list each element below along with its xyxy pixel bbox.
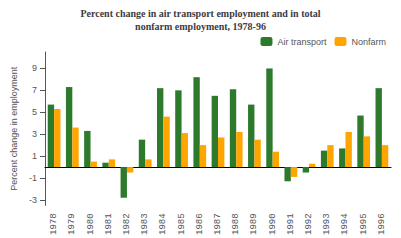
svg-text:1991: 1991 (286, 213, 296, 235)
svg-text:-1: -1 (29, 173, 37, 183)
svg-text:1987: 1987 (213, 213, 223, 235)
svg-text:Percent change in employment: Percent change in employment (9, 66, 19, 191)
svg-text:-3: -3 (29, 195, 37, 205)
svg-text:1981: 1981 (104, 213, 114, 235)
svg-text:1983: 1983 (140, 213, 150, 235)
svg-text:1984: 1984 (158, 213, 168, 235)
svg-text:1986: 1986 (195, 213, 205, 235)
svg-text:5: 5 (32, 107, 37, 117)
svg-text:3: 3 (32, 129, 37, 139)
svg-text:1988: 1988 (231, 213, 241, 235)
svg-text:9: 9 (32, 63, 37, 73)
svg-text:1979: 1979 (67, 213, 77, 235)
svg-text:Nonfarm: Nonfarm (351, 37, 386, 47)
svg-text:1996: 1996 (377, 213, 387, 235)
svg-text:1: 1 (32, 151, 37, 161)
svg-text:1992: 1992 (304, 213, 314, 235)
svg-text:1978: 1978 (49, 213, 59, 235)
svg-text:1989: 1989 (249, 213, 259, 235)
svg-text:1994: 1994 (340, 213, 350, 235)
svg-text:1985: 1985 (177, 213, 187, 235)
svg-text:Percent change in air transpor: Percent change in air transport employme… (80, 8, 320, 19)
svg-text:1980: 1980 (86, 213, 96, 235)
svg-text:1995: 1995 (359, 213, 369, 235)
svg-text:Air transport: Air transport (277, 37, 327, 47)
svg-text:1993: 1993 (322, 213, 332, 235)
svg-text:7: 7 (32, 85, 37, 95)
svg-text:1982: 1982 (122, 213, 132, 235)
svg-text:nonfarm employment, 1978-96: nonfarm employment, 1978-96 (135, 21, 266, 32)
svg-text:1990: 1990 (268, 213, 278, 235)
